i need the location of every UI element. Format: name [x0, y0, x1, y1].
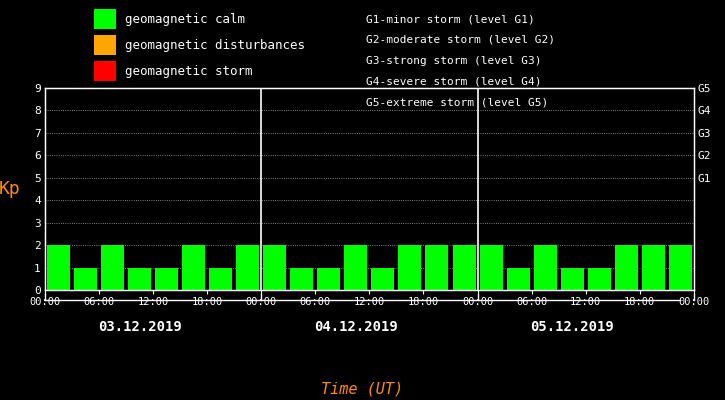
- Bar: [74, 268, 97, 290]
- Bar: [290, 268, 313, 290]
- Text: G2-moderate storm (level G2): G2-moderate storm (level G2): [366, 35, 555, 45]
- Bar: [507, 268, 529, 290]
- Bar: [318, 268, 340, 290]
- Bar: [669, 245, 692, 290]
- Bar: [534, 245, 557, 290]
- Text: Kp: Kp: [0, 180, 20, 198]
- Text: G3-strong storm (level G3): G3-strong storm (level G3): [366, 56, 542, 66]
- Bar: [128, 268, 151, 290]
- Bar: [182, 245, 205, 290]
- Text: geomagnetic storm: geomagnetic storm: [125, 64, 252, 78]
- Text: geomagnetic disturbances: geomagnetic disturbances: [125, 38, 304, 52]
- Bar: [47, 245, 70, 290]
- Bar: [236, 245, 260, 290]
- Bar: [452, 245, 476, 290]
- Bar: [344, 245, 368, 290]
- Text: G5-extreme storm (level G5): G5-extreme storm (level G5): [366, 97, 548, 107]
- Text: 05.12.2019: 05.12.2019: [530, 320, 614, 334]
- Text: geomagnetic calm: geomagnetic calm: [125, 12, 245, 26]
- Bar: [210, 268, 232, 290]
- Bar: [263, 245, 286, 290]
- Bar: [642, 245, 665, 290]
- Bar: [155, 268, 178, 290]
- Text: G4-severe storm (level G4): G4-severe storm (level G4): [366, 76, 542, 86]
- Bar: [399, 245, 421, 290]
- Bar: [560, 268, 584, 290]
- Bar: [101, 245, 124, 290]
- Text: Time (UT): Time (UT): [321, 382, 404, 397]
- Bar: [615, 245, 638, 290]
- Bar: [371, 268, 394, 290]
- Text: 04.12.2019: 04.12.2019: [314, 320, 398, 334]
- Bar: [479, 245, 502, 290]
- Text: G1-minor storm (level G1): G1-minor storm (level G1): [366, 14, 535, 24]
- Bar: [588, 268, 610, 290]
- Text: 03.12.2019: 03.12.2019: [98, 320, 181, 334]
- Bar: [426, 245, 449, 290]
